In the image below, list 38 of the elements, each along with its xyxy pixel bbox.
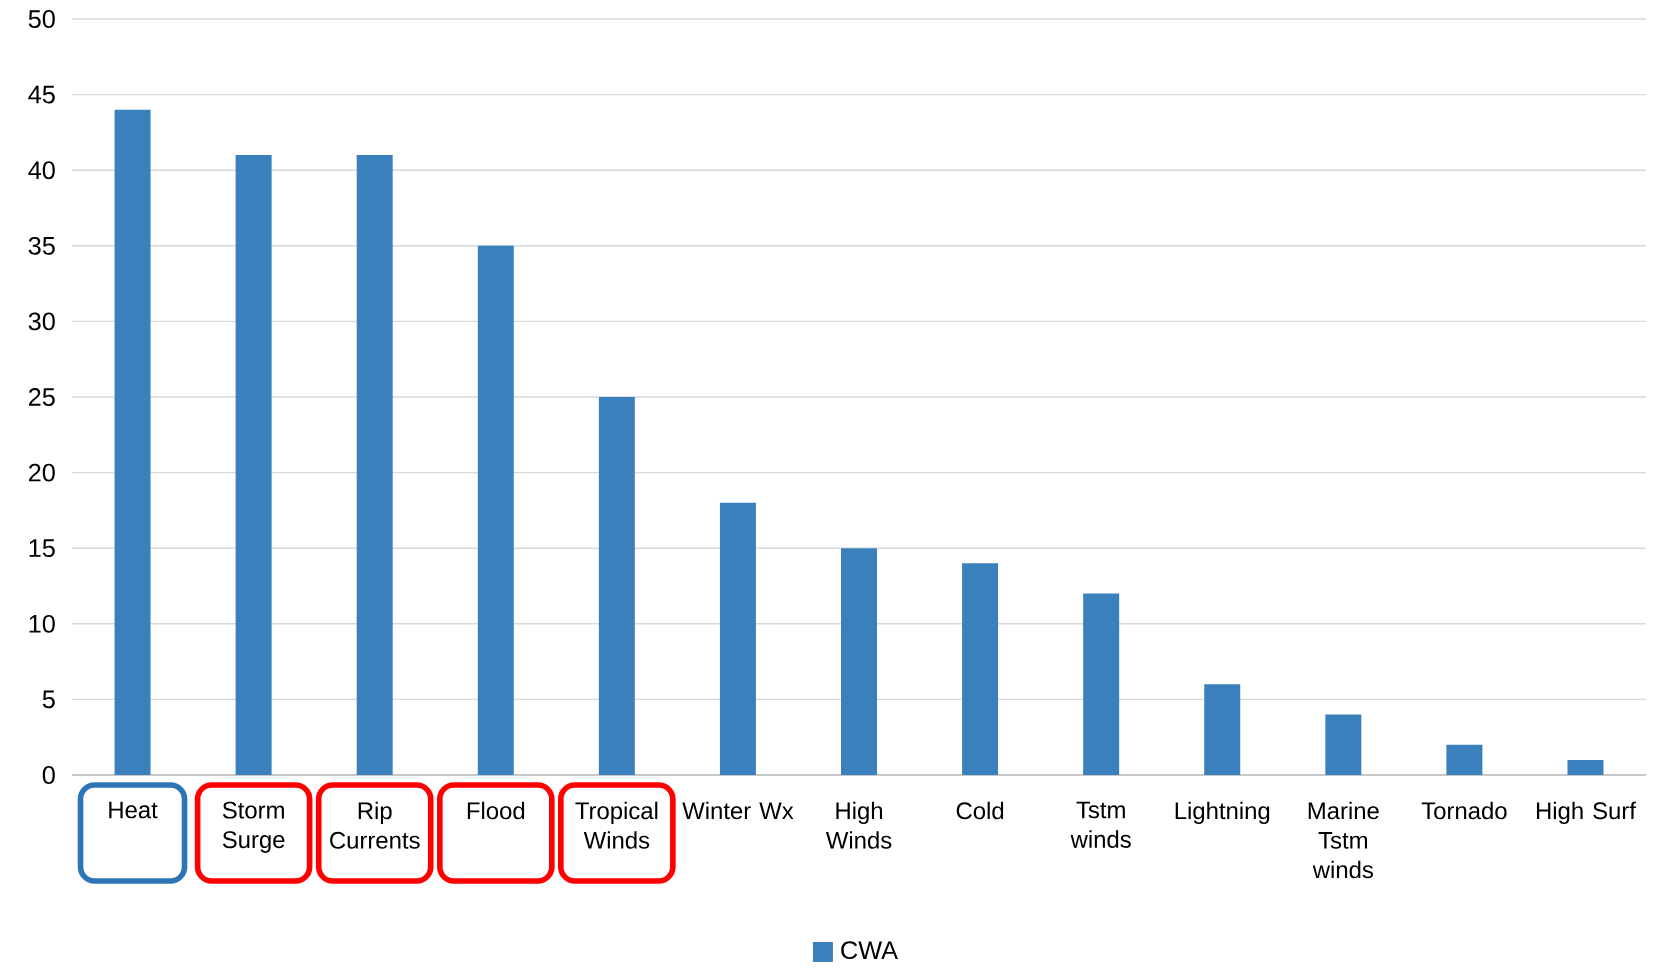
x-tick-label: Storm Surge (222, 801, 285, 853)
legend-label: CWA (841, 941, 898, 960)
x-tick-label: High Winds (825, 801, 892, 849)
x-tick-label: Tornado (1421, 801, 1507, 820)
bar (1567, 759, 1604, 775)
x-tick-label: Flood (467, 801, 525, 820)
y-tick-label: 40 (28, 161, 55, 180)
y-tick-label: 0 (42, 766, 55, 784)
x-tick-label: Cold (956, 801, 1004, 820)
x-tick-label: High Surf (1536, 801, 1636, 824)
bar (114, 109, 151, 775)
y-tick-label: 20 (28, 463, 55, 482)
x-tick-label: Heat (109, 801, 158, 819)
y-tick-label: 5 (42, 690, 55, 709)
y-tick-label: 10 (29, 614, 55, 633)
y-tick-label: 15 (29, 539, 55, 558)
bar (477, 245, 514, 775)
bar (841, 548, 878, 775)
y-tick-label: 45 (28, 85, 55, 104)
bar (1325, 714, 1362, 775)
x-tick-label: Marine Tstm winds (1308, 801, 1379, 879)
x-tick-label: Winter Wx (682, 801, 794, 820)
y-tick-label: 35 (28, 236, 55, 255)
x-tick-label: Lightning (1175, 801, 1270, 824)
bar (1204, 684, 1241, 775)
bar (235, 155, 272, 775)
bar (962, 563, 999, 775)
x-tick-label: Rip Currents (330, 801, 420, 849)
bar (1083, 593, 1120, 775)
bar (1446, 744, 1483, 775)
bar (598, 397, 635, 775)
bar (719, 502, 756, 775)
x-tick-label: Tropical Winds (575, 801, 658, 849)
bar (356, 155, 393, 775)
y-tick-label: 50 (28, 10, 55, 28)
x-tick-label: Tstm winds (1070, 801, 1131, 848)
y-tick-label: 30 (28, 312, 55, 331)
y-tick-label: 25 (28, 388, 55, 406)
